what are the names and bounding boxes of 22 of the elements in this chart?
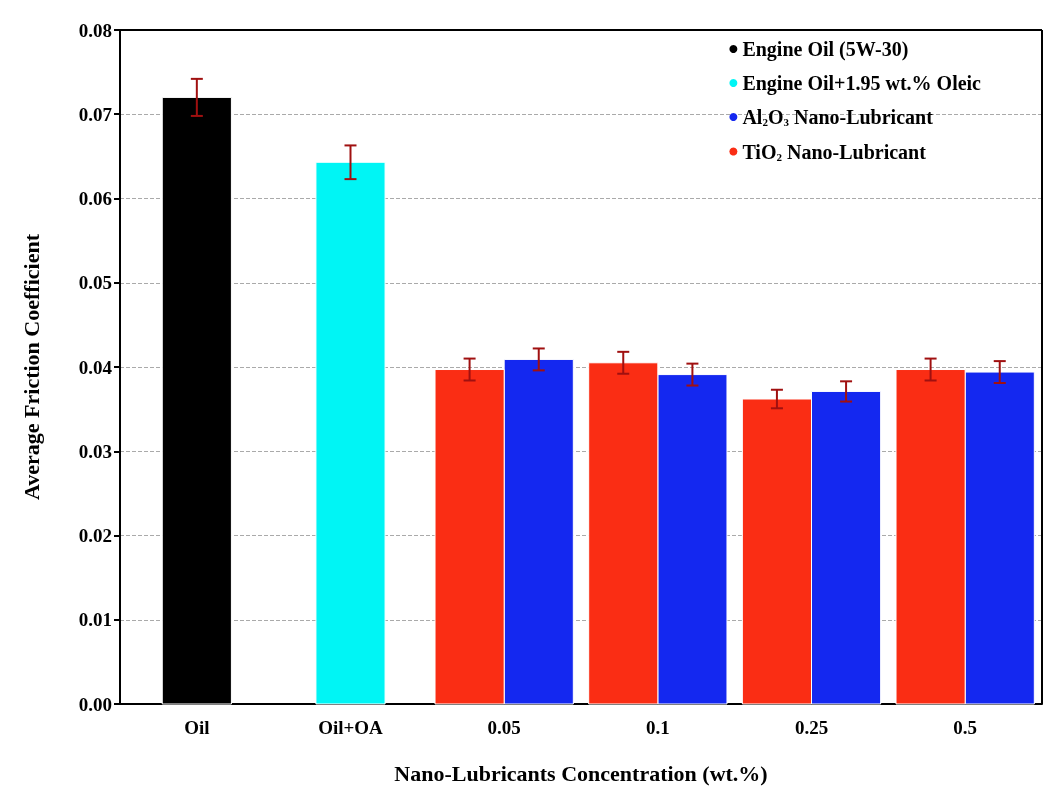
y-tick-label: 0.08 [78, 19, 112, 41]
y-axis-title: Average Friction Coefficient [18, 233, 44, 500]
legend-label: Al2O3 Nano-Lubricant [742, 106, 934, 128]
y-tick-label: 0.05 [78, 272, 112, 294]
x-tick-label: Oil+OA [318, 717, 384, 738]
y-tick-label: 0.06 [78, 188, 112, 209]
y-tick-label: 0.03 [78, 440, 112, 462]
x-tick-label: 0.05 [487, 717, 521, 738]
legend-label: TiO2 Nano-Lubricant [742, 140, 927, 163]
x-tick-label: 0.1 [645, 717, 670, 738]
y-tick-label: 0.07 [78, 103, 113, 125]
x-tick-label: 0.25 [794, 717, 829, 738]
legend-label: Engine Oil (5W-30) [742, 38, 909, 61]
y-tick-label: 0.02 [78, 525, 112, 546]
y-tick-label: 0.00 [78, 693, 112, 715]
x-tick-label: Oil [184, 717, 210, 738]
x-tick-label: 0.5 [953, 717, 978, 738]
bar [315, 161, 386, 705]
x-axis-title: Nano-Lubricants Concentration (wt.%) [394, 760, 768, 786]
y-tick-label: 0.04 [78, 356, 113, 378]
legend-label: Engine Oil+1.95 wt.% Oleic [742, 72, 982, 95]
y-tick-label: 0.01 [78, 609, 112, 631]
